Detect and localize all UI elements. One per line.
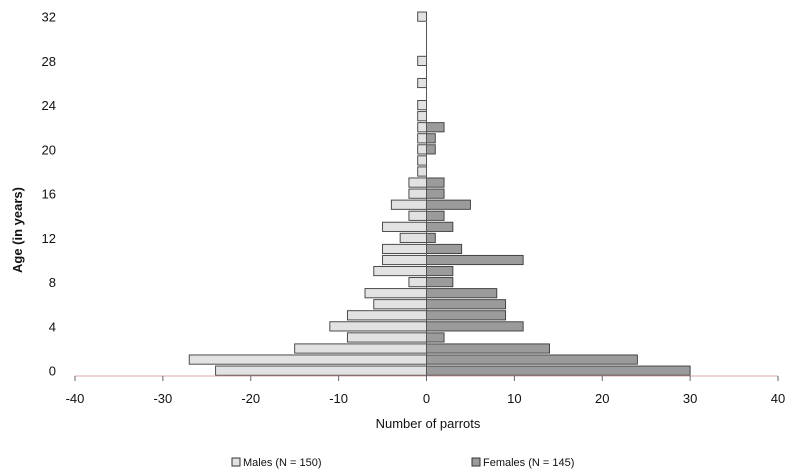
legend-swatch-females: [471, 457, 481, 467]
female-bar-age-20: [426, 144, 436, 155]
y-tick-label: 28: [42, 54, 56, 69]
male-bar-age-18: [417, 166, 427, 177]
x-tick-label: 40: [771, 391, 785, 406]
y-axis-title: Age (in years): [10, 187, 25, 273]
legend: Males (N = 150) Females (N = 145): [231, 457, 574, 469]
female-bar-age-7: [426, 288, 498, 299]
male-bar-age-23: [417, 111, 427, 122]
y-tick-label: 0: [49, 364, 56, 379]
female-bar-age-15: [426, 199, 471, 210]
male-bar-age-5: [346, 310, 427, 321]
male-bar-age-22: [417, 122, 427, 133]
x-tick-label: -20: [241, 391, 260, 406]
female-bar-age-4: [426, 321, 524, 332]
female-bar-age-8: [426, 277, 454, 288]
y-tick-label: 12: [42, 231, 56, 246]
female-bar-age-1: [426, 354, 638, 365]
male-bar-age-14: [408, 210, 427, 221]
y-tick-label: 24: [42, 98, 56, 113]
legend-label-males: Males (N = 150): [243, 457, 322, 469]
male-bar-age-8: [408, 277, 427, 288]
x-tick-label: 10: [507, 391, 521, 406]
female-bar-age-14: [426, 210, 445, 221]
y-tick-label: 20: [42, 142, 56, 157]
male-bar-age-24: [417, 100, 427, 111]
female-bar-age-21: [426, 133, 436, 144]
male-bar-age-16: [408, 188, 427, 199]
male-bar-age-17: [408, 177, 427, 188]
male-bar-age-4: [329, 321, 427, 332]
female-bar-age-13: [426, 221, 454, 232]
bars-layer: [188, 11, 691, 376]
female-bar-age-10: [426, 254, 524, 266]
male-bar-age-1: [188, 354, 427, 365]
female-bar-age-3: [426, 332, 445, 343]
male-bar-age-13: [382, 221, 427, 232]
male-bar-age-32: [417, 11, 427, 22]
female-bar-age-9: [426, 266, 454, 277]
female-bar-age-12: [426, 232, 436, 243]
male-bar-age-15: [390, 199, 427, 210]
y-tick-label: 16: [42, 187, 56, 202]
male-bar-age-0: [215, 365, 427, 376]
x-tick-label: 30: [683, 391, 697, 406]
x-tick-label: -10: [329, 391, 348, 406]
female-bar-age-22: [426, 122, 445, 133]
y-tick-label: 32: [42, 10, 56, 25]
male-bar-age-12: [399, 232, 427, 243]
x-tick-label: 0: [423, 391, 430, 406]
axes-layer: [75, 22, 778, 377]
male-bar-age-2: [294, 343, 427, 354]
x-tick-label: -30: [153, 391, 172, 406]
ticks-layer: -40 -30 -20 -10 0 10 20 30 40 0 4 8 12 16 20 24 28 32: [42, 10, 786, 406]
x-axis-title: Number of parrots: [376, 416, 481, 431]
male-bar-age-6: [373, 299, 427, 310]
y-tick-label: 8: [49, 275, 56, 290]
male-bar-age-10: [382, 254, 427, 266]
legend-label-females: Females (N = 145): [483, 457, 574, 469]
male-bar-age-3: [346, 332, 427, 343]
female-bar-age-16: [426, 188, 445, 199]
male-bar-age-7: [364, 288, 427, 299]
male-bar-age-9: [373, 266, 427, 277]
female-bar-age-5: [426, 310, 507, 321]
female-bar-age-11: [426, 243, 463, 255]
male-bar-age-28: [417, 55, 427, 66]
y-tick-label: 4: [49, 319, 56, 334]
legend-swatch-males: [231, 457, 241, 467]
female-bar-age-2: [426, 343, 550, 354]
female-bar-age-6: [426, 299, 507, 310]
male-bar-age-21: [417, 133, 427, 144]
male-bar-age-20: [417, 144, 427, 155]
female-bar-age-17: [426, 177, 445, 188]
male-bar-age-26: [417, 77, 427, 89]
male-bar-age-11: [382, 243, 427, 255]
x-tick-label: -40: [66, 391, 85, 406]
female-bar-age-0: [426, 365, 691, 376]
x-tick-label: 20: [595, 391, 609, 406]
male-bar-age-19: [417, 155, 427, 166]
